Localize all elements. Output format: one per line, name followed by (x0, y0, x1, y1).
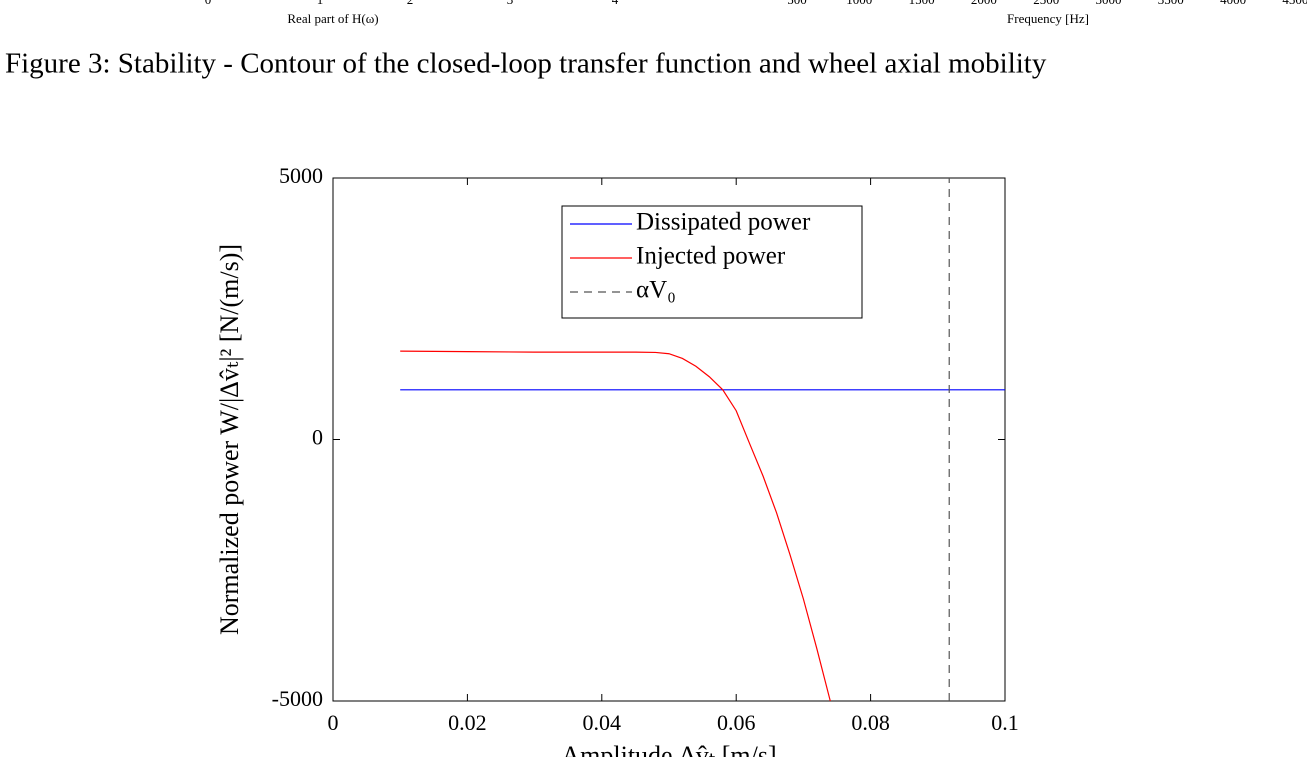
top-tick-label: 0 (205, 0, 212, 7)
legend-box (561, 205, 863, 319)
top-tick-label: 1500 (909, 0, 935, 7)
top-tick-label: 1 (317, 0, 324, 7)
top-tick-label: 4500 (1282, 0, 1307, 7)
x-axis-label: Amplitude Δv̂ₜ [m/s] (561, 741, 776, 757)
x-tick-label: 0 (328, 710, 339, 735)
x-tick-label: 0.08 (851, 710, 890, 735)
top-tick-label: 2000 (971, 0, 997, 7)
top-tick-label: 1000 (846, 0, 872, 7)
series-line (400, 350, 831, 702)
x-tick-label: 0.02 (448, 710, 487, 735)
top-tick-label: 2 (407, 0, 414, 7)
y-tick-label: 0 (312, 425, 323, 450)
top-tick-label: 3000 (1096, 0, 1122, 7)
top-tick-label: 3 (507, 0, 514, 7)
legend-label: Injected power (636, 243, 786, 270)
x-tick-label: 0.04 (583, 710, 622, 735)
y-tick-label: 5000 (279, 163, 323, 188)
top-tick-label: 4000 (1220, 0, 1246, 7)
x-tick-label: 0.06 (717, 710, 756, 735)
top-axis-label: Frequency [Hz] (1007, 11, 1089, 26)
top-tick-label: 500 (787, 0, 807, 7)
top-tick-label: 3500 (1158, 0, 1184, 7)
legend-label: αV₀ (636, 277, 676, 304)
x-tick-label: 0.1 (991, 710, 1019, 735)
top-axis-label: Real part of H(ω) (287, 11, 378, 26)
legend-label: Dissipated power (636, 209, 811, 236)
y-tick-label: -5000 (272, 686, 323, 711)
top-tick-label: 2500 (1033, 0, 1059, 7)
y-axis-label: Normalized power W/|Δv̂ₜ|² [N/(m/s)] (215, 244, 244, 635)
figure-caption: Figure 3: Stability - Contour of the clo… (5, 48, 1047, 80)
top-tick-label: 4 (612, 0, 619, 7)
